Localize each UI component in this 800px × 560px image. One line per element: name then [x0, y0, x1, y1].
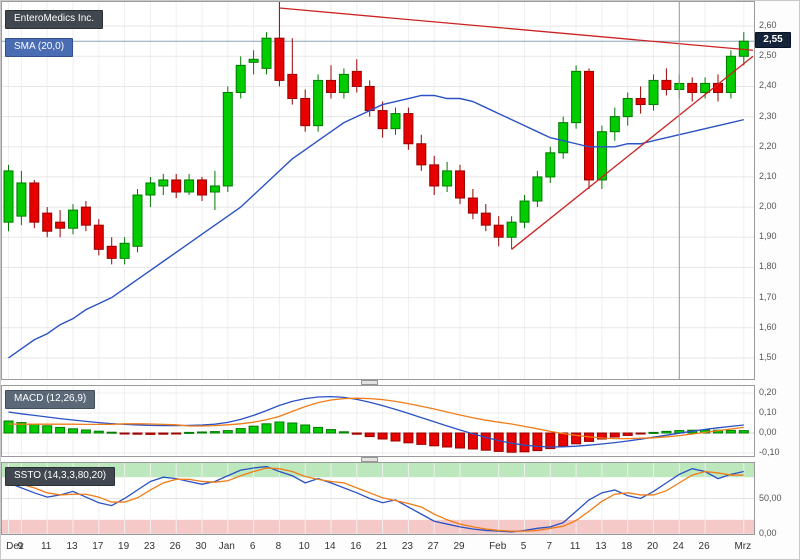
- y-tick-label: 50,00: [759, 492, 782, 503]
- trendline[interactable]: [511, 55, 754, 250]
- x-tick-label: 13: [66, 541, 78, 552]
- y-tick-label: 0,00: [759, 528, 777, 538]
- x-tick-label: 30: [195, 541, 207, 552]
- x-tick-label: 21: [376, 541, 388, 552]
- y-tick-label: 2,50: [759, 50, 777, 61]
- instrument-badge[interactable]: EnteroMedics Inc.: [5, 10, 104, 29]
- y-tick-label: 0,20: [759, 386, 777, 397]
- sma-line: [8, 94, 744, 359]
- y-tick-label: 2,30: [759, 110, 777, 121]
- trendline[interactable]: [279, 7, 754, 51]
- x-tick-label: 24: [672, 541, 684, 552]
- x-tick-label: 23: [401, 541, 413, 552]
- panel-resize-handle[interactable]: [361, 457, 378, 462]
- x-tick-label: 29: [453, 541, 465, 552]
- y-tick-label: 0,10: [759, 407, 777, 417]
- macd-axis: 0,20 0,10 0,00 -0,10: [755, 385, 799, 457]
- panel-splitter: [1, 380, 755, 385]
- x-tick-label: 23: [143, 541, 155, 552]
- y-tick-label: 1,60: [759, 321, 777, 332]
- x-tick-label: 26: [698, 541, 710, 552]
- sma-indicator-badge[interactable]: SMA (20,0): [5, 38, 74, 57]
- ssto-indicator-badge[interactable]: SSTO (14,3,3,80,20): [5, 467, 116, 486]
- y-tick-label: -0,10: [759, 447, 780, 457]
- x-tick-label: 5: [520, 541, 527, 552]
- macd-line: [8, 395, 744, 448]
- grid-layer: [2, 386, 754, 456]
- time-axis: Dez 9 11 13 17 19 23 26 30 Jan 6 8 10 14 16 21 23 27 29 Feb…: [1, 537, 799, 559]
- panel-resize-handle[interactable]: [361, 380, 378, 385]
- ssto-chart-canvas[interactable]: [2, 463, 754, 534]
- y-tick-label: 0,00: [759, 427, 777, 437]
- macd-panel[interactable]: MACD (12,26,9): [1, 385, 755, 457]
- x-tick-label: 9: [17, 541, 24, 552]
- panel-splitter: [1, 457, 755, 462]
- y-tick-label: 1,70: [759, 291, 777, 302]
- x-tick-label: 18: [621, 541, 633, 552]
- price-chart-canvas[interactable]: [2, 2, 754, 379]
- price-panel[interactable]: EnteroMedics Inc. SMA (20,0): [1, 1, 755, 380]
- ssto-axis: 50,00 0,00: [755, 462, 799, 539]
- x-tick-label: Jan: [218, 541, 235, 552]
- y-tick-label: 2,40: [759, 80, 777, 91]
- ssto-k-line: [8, 465, 744, 533]
- oversold-band: [2, 519, 754, 534]
- macd-chart-canvas[interactable]: [2, 386, 754, 456]
- x-tick-label: 26: [169, 541, 181, 552]
- x-tick-label: 7: [546, 541, 553, 552]
- x-tick-label: 14: [324, 541, 336, 552]
- y-tick-label: 2,20: [759, 140, 777, 151]
- x-tick-label: Dez: [6, 541, 24, 552]
- macd-histogram-layer: [3, 420, 749, 453]
- x-tick-label: 6: [249, 541, 256, 552]
- x-tick-label: 13: [595, 541, 607, 552]
- x-tick-label: 16: [350, 541, 362, 552]
- ssto-d-line: [8, 467, 744, 532]
- macd-indicator-badge[interactable]: MACD (12,26,9): [5, 390, 96, 409]
- last-price-tag: 2,55: [755, 32, 791, 49]
- overbought-band: [2, 463, 754, 478]
- y-tick-label: 1,50: [759, 351, 777, 362]
- grid-layer: [2, 2, 754, 379]
- y-tick-label: 2,60: [759, 20, 777, 31]
- y-tick-label: 1,80: [759, 261, 777, 272]
- x-tick-label: 17: [92, 541, 104, 552]
- x-tick-label: 20: [646, 541, 659, 552]
- x-tick-label: 11: [569, 541, 581, 552]
- x-tick-label: 8: [275, 541, 282, 552]
- macd-signal-line: [8, 397, 744, 440]
- x-tick-label: 11: [40, 541, 52, 552]
- y-tick-label: 2,00: [759, 201, 777, 212]
- x-tick-label: 27: [427, 541, 439, 552]
- x-tick-label: Feb: [489, 541, 507, 552]
- y-tick-label: 1,90: [759, 231, 777, 242]
- x-tick-label: 10: [298, 541, 310, 552]
- price-axis[interactable]: 2,55 2,60 2,50 2,40 2,30 2,20 2,10 2,00 1,90 1,8…: [755, 1, 799, 380]
- ssto-panel[interactable]: SSTO (14,3,3,80,20): [1, 462, 755, 535]
- y-tick-label: 2,10: [759, 170, 777, 181]
- x-tick-label: Mrz: [734, 541, 752, 552]
- x-tick-label: 19: [118, 541, 130, 552]
